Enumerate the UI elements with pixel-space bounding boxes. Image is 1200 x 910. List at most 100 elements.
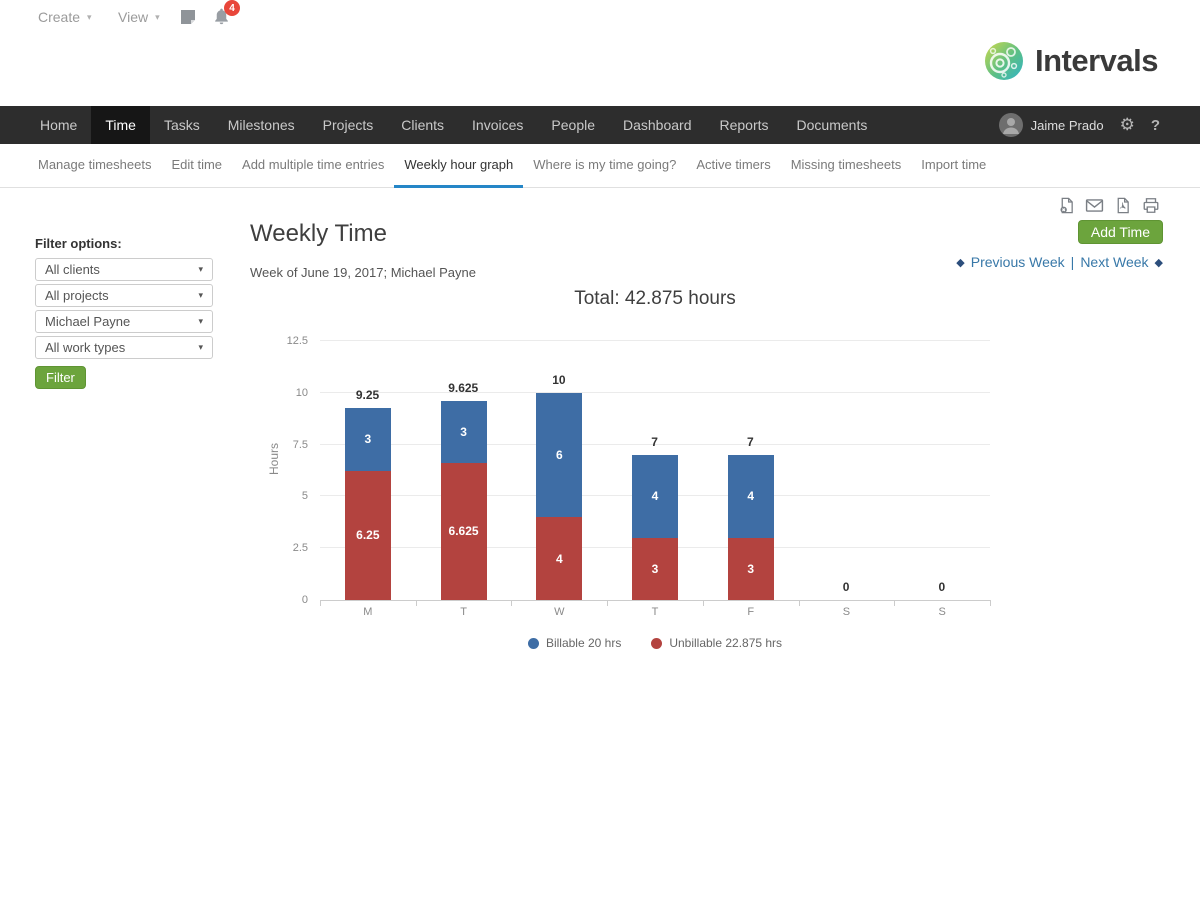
y-tick-label: 2.5 bbox=[292, 542, 308, 555]
notes-icon[interactable] bbox=[180, 9, 196, 25]
client-filter-value: All clients bbox=[45, 262, 100, 277]
y-tick-label: 7.5 bbox=[292, 438, 308, 451]
nav-item-time[interactable]: Time bbox=[91, 106, 150, 144]
brand-name: Intervals bbox=[1034, 43, 1159, 78]
bar-segment-value: 4 bbox=[555, 551, 563, 566]
export-csv-icon[interactable] bbox=[1057, 196, 1076, 215]
previous-week-link[interactable]: Previous Week bbox=[970, 254, 1065, 270]
chevron-down-icon: ▾ bbox=[87, 11, 92, 22]
nav-item-home[interactable]: Home bbox=[40, 117, 78, 133]
view-menu-label: View bbox=[118, 9, 149, 25]
nav-item-dashboard[interactable]: Dashboard bbox=[623, 117, 692, 133]
subnav-edit-time[interactable]: Edit time bbox=[171, 157, 223, 172]
x-tick-mark bbox=[320, 600, 321, 606]
bar-segment-unbillable[interactable]: 3 bbox=[727, 537, 774, 600]
week-nav-separator: | bbox=[1070, 254, 1075, 270]
bar-total-label: 9.625 bbox=[448, 380, 479, 395]
intervals-logo[interactable]: Intervals bbox=[984, 42, 1159, 80]
subnav-where-is-my-time-going[interactable]: Where is my time going? bbox=[533, 157, 677, 172]
nav-item-tasks[interactable]: Tasks bbox=[163, 117, 200, 133]
bar-segment-billable[interactable]: 3 bbox=[344, 408, 391, 471]
legend-label: Billable 20 hrs bbox=[545, 636, 622, 650]
bar-segment-billable[interactable]: 4 bbox=[727, 454, 774, 538]
bar-segment-billable[interactable]: 6 bbox=[536, 392, 583, 518]
bar-segment-unbillable[interactable]: 4 bbox=[536, 517, 583, 600]
subnav-manage-timesheets[interactable]: Manage timesheets bbox=[38, 157, 152, 172]
x-tick-label: S bbox=[938, 606, 946, 618]
x-tick-mark bbox=[416, 600, 417, 606]
notifications-bell-icon[interactable]: 4 bbox=[212, 0, 240, 26]
nav-item-projects[interactable]: Projects bbox=[322, 117, 374, 133]
bar-stack-T: 6.625 3 bbox=[440, 341, 487, 600]
subnav-missing-timesheets[interactable]: Missing timesheets bbox=[790, 157, 902, 172]
subnav-import-time[interactable]: Import time bbox=[921, 157, 987, 172]
subnav-active-timers[interactable]: Active timers bbox=[696, 157, 771, 172]
gear-icon[interactable]: ⚙ bbox=[1119, 115, 1135, 134]
project-filter-select[interactable]: All projects ▾ bbox=[35, 284, 213, 307]
worktype-filter-select[interactable]: All work types ▾ bbox=[35, 336, 213, 359]
user-name: Jaime Prado bbox=[1030, 117, 1104, 133]
x-tick-label: T bbox=[651, 606, 659, 618]
bar-segment-unbillable[interactable]: 6.25 bbox=[344, 470, 391, 600]
person-filter-select[interactable]: Michael Payne ▾ bbox=[35, 310, 213, 333]
x-axis-ticks bbox=[320, 600, 991, 606]
bar-segment-billable[interactable]: 3 bbox=[440, 400, 487, 463]
legend-label: Unbillable 22.875 hrs bbox=[669, 636, 783, 650]
bar-segment-value: 4 bbox=[747, 489, 755, 504]
y-tick-label: 5 bbox=[301, 490, 308, 503]
bar-segment-unbillable[interactable]: 6.625 bbox=[440, 462, 487, 600]
bar-stack-S bbox=[919, 341, 965, 600]
bar-segment-value: 6.25 bbox=[356, 528, 380, 543]
legend-item-billable[interactable]: Billable 20 hrs bbox=[527, 636, 622, 650]
nav-item-invoices[interactable]: Invoices bbox=[472, 117, 524, 133]
intervals-logo-icon bbox=[984, 42, 1023, 80]
time-subnav: Manage timesheets Edit time Add multiple… bbox=[0, 144, 1200, 188]
client-filter-select[interactable]: All clients ▾ bbox=[35, 258, 213, 281]
main-nav: Home Time Tasks Milestones Projects Clie… bbox=[0, 106, 1200, 144]
bar-stack-M: 6.25 3 bbox=[344, 341, 391, 600]
nav-item-documents[interactable]: Documents bbox=[796, 117, 868, 133]
subnav-weekly-hour-graph[interactable]: Weekly hour graph bbox=[394, 144, 524, 188]
nav-item-milestones[interactable]: Milestones bbox=[227, 117, 295, 133]
create-menu[interactable]: Create ▾ bbox=[38, 9, 92, 25]
bar-segment-value: 3 bbox=[460, 424, 467, 439]
legend-dot bbox=[527, 637, 539, 649]
x-tick-label: W bbox=[554, 606, 565, 618]
filter-button[interactable]: Filter bbox=[35, 366, 86, 389]
user-menu[interactable]: Jaime Prado bbox=[998, 113, 1104, 137]
nav-item-people[interactable]: People bbox=[551, 117, 595, 133]
export-pdf-icon[interactable] bbox=[1113, 196, 1132, 215]
bar-segment-unbillable[interactable]: 3 bbox=[632, 537, 678, 600]
next-week-diamond-icon: ◆ bbox=[1154, 256, 1163, 269]
nav-item-reports[interactable]: Reports bbox=[719, 117, 769, 133]
top-utility-bar: Create ▾ View ▾ 4 bbox=[0, 0, 1200, 36]
print-icon[interactable] bbox=[1141, 196, 1160, 215]
previous-week-diamond-icon: ◆ bbox=[956, 256, 965, 269]
view-menu[interactable]: View ▾ bbox=[118, 9, 160, 25]
chevron-down-icon: ▾ bbox=[198, 264, 203, 274]
next-week-link[interactable]: Next Week bbox=[1080, 254, 1149, 270]
chart-total-title: Total: 42.875 hours bbox=[574, 288, 736, 309]
chevron-down-icon: ▾ bbox=[198, 342, 203, 352]
help-icon[interactable]: ? bbox=[1150, 116, 1160, 134]
x-tick-label: T bbox=[460, 606, 467, 618]
filter-panel: Filter options: All clients ▾ All projec… bbox=[35, 236, 213, 389]
chart-plot: 6.25 3 9.25 6.625 3 9.625 4 6 10 3 4 7 3 4 7 0 0 bbox=[320, 340, 990, 600]
bar-segment-value: 3 bbox=[747, 561, 755, 576]
chevron-down-icon: ▾ bbox=[198, 316, 203, 326]
subnav-add-multiple-time-entries[interactable]: Add multiple time entries bbox=[242, 157, 385, 172]
x-tick-mark bbox=[894, 600, 895, 606]
grid-line bbox=[320, 340, 990, 341]
export-toolbar bbox=[1057, 196, 1160, 215]
add-time-button[interactable]: Add Time bbox=[1077, 220, 1163, 244]
email-icon[interactable] bbox=[1085, 196, 1104, 215]
bar-segment-billable[interactable]: 4 bbox=[632, 454, 678, 538]
legend-item-unbillable[interactable]: Unbillable 22.875 hrs bbox=[651, 636, 782, 650]
nav-item-clients[interactable]: Clients bbox=[401, 117, 445, 133]
x-tick-mark bbox=[799, 600, 800, 606]
bar-total-label: 9.25 bbox=[355, 388, 380, 403]
